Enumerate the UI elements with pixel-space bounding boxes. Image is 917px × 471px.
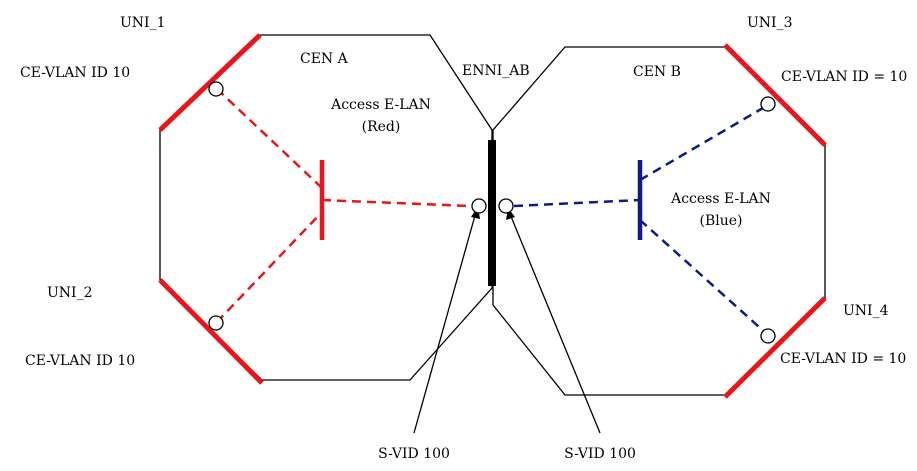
red-link-uni2 xyxy=(216,211,323,323)
ce-vlan-uni2-label: CE-VLAN ID 10 xyxy=(25,353,135,369)
uni-3-label: UNI_3 xyxy=(747,15,793,31)
uni-1-label: UNI_1 xyxy=(120,15,166,31)
uni-4-edge xyxy=(723,296,827,399)
uni-1-edge xyxy=(158,33,262,132)
enni-label: ENNI_AB xyxy=(462,63,530,79)
evc-red-label-line1: Access E-LAN xyxy=(330,97,431,113)
blue-link-enni xyxy=(513,198,641,208)
blue-link-uni3 xyxy=(639,103,769,182)
uni-3-endpoint xyxy=(760,96,776,112)
enni-endpoint-b xyxy=(498,198,514,214)
evc-blue-label-line2: (Blue) xyxy=(700,213,743,229)
evc-red-label-line2: (Red) xyxy=(362,119,401,135)
uni-2-endpoint xyxy=(208,315,224,331)
ce-vlan-uni4-label: CE-VLAN ID = 10 xyxy=(780,351,906,367)
svid-left-label: S-VID 100 xyxy=(378,446,450,462)
enni-endpoint-a xyxy=(471,198,487,214)
cen-a-outline xyxy=(159,34,493,381)
evc-blue-label-line1: Access E-LAN xyxy=(670,191,771,207)
svid-right-label: S-VID 100 xyxy=(564,446,636,462)
cen-b-label: CEN B xyxy=(633,64,681,80)
uni-4-endpoint xyxy=(760,328,776,344)
red-link-uni1 xyxy=(216,88,323,189)
red-link-enni xyxy=(321,198,471,208)
ce-vlan-uni3-label: CE-VLAN ID = 10 xyxy=(781,69,907,85)
svid-right-arrow xyxy=(509,213,601,434)
blue-link-uni4 xyxy=(639,219,769,336)
uni-2-edge xyxy=(158,278,264,385)
ce-vlan-uni1-label: CE-VLAN ID 10 xyxy=(20,65,130,81)
cen-b-outline xyxy=(492,46,826,396)
uni-2-label: UNI_2 xyxy=(47,285,93,301)
uni-4-label: UNI_4 xyxy=(843,303,889,319)
uni-3-edge xyxy=(723,43,827,147)
cen-a-label: CEN A xyxy=(300,51,349,67)
svid-left-arrow xyxy=(413,211,477,434)
uni-1-endpoint xyxy=(208,81,224,97)
